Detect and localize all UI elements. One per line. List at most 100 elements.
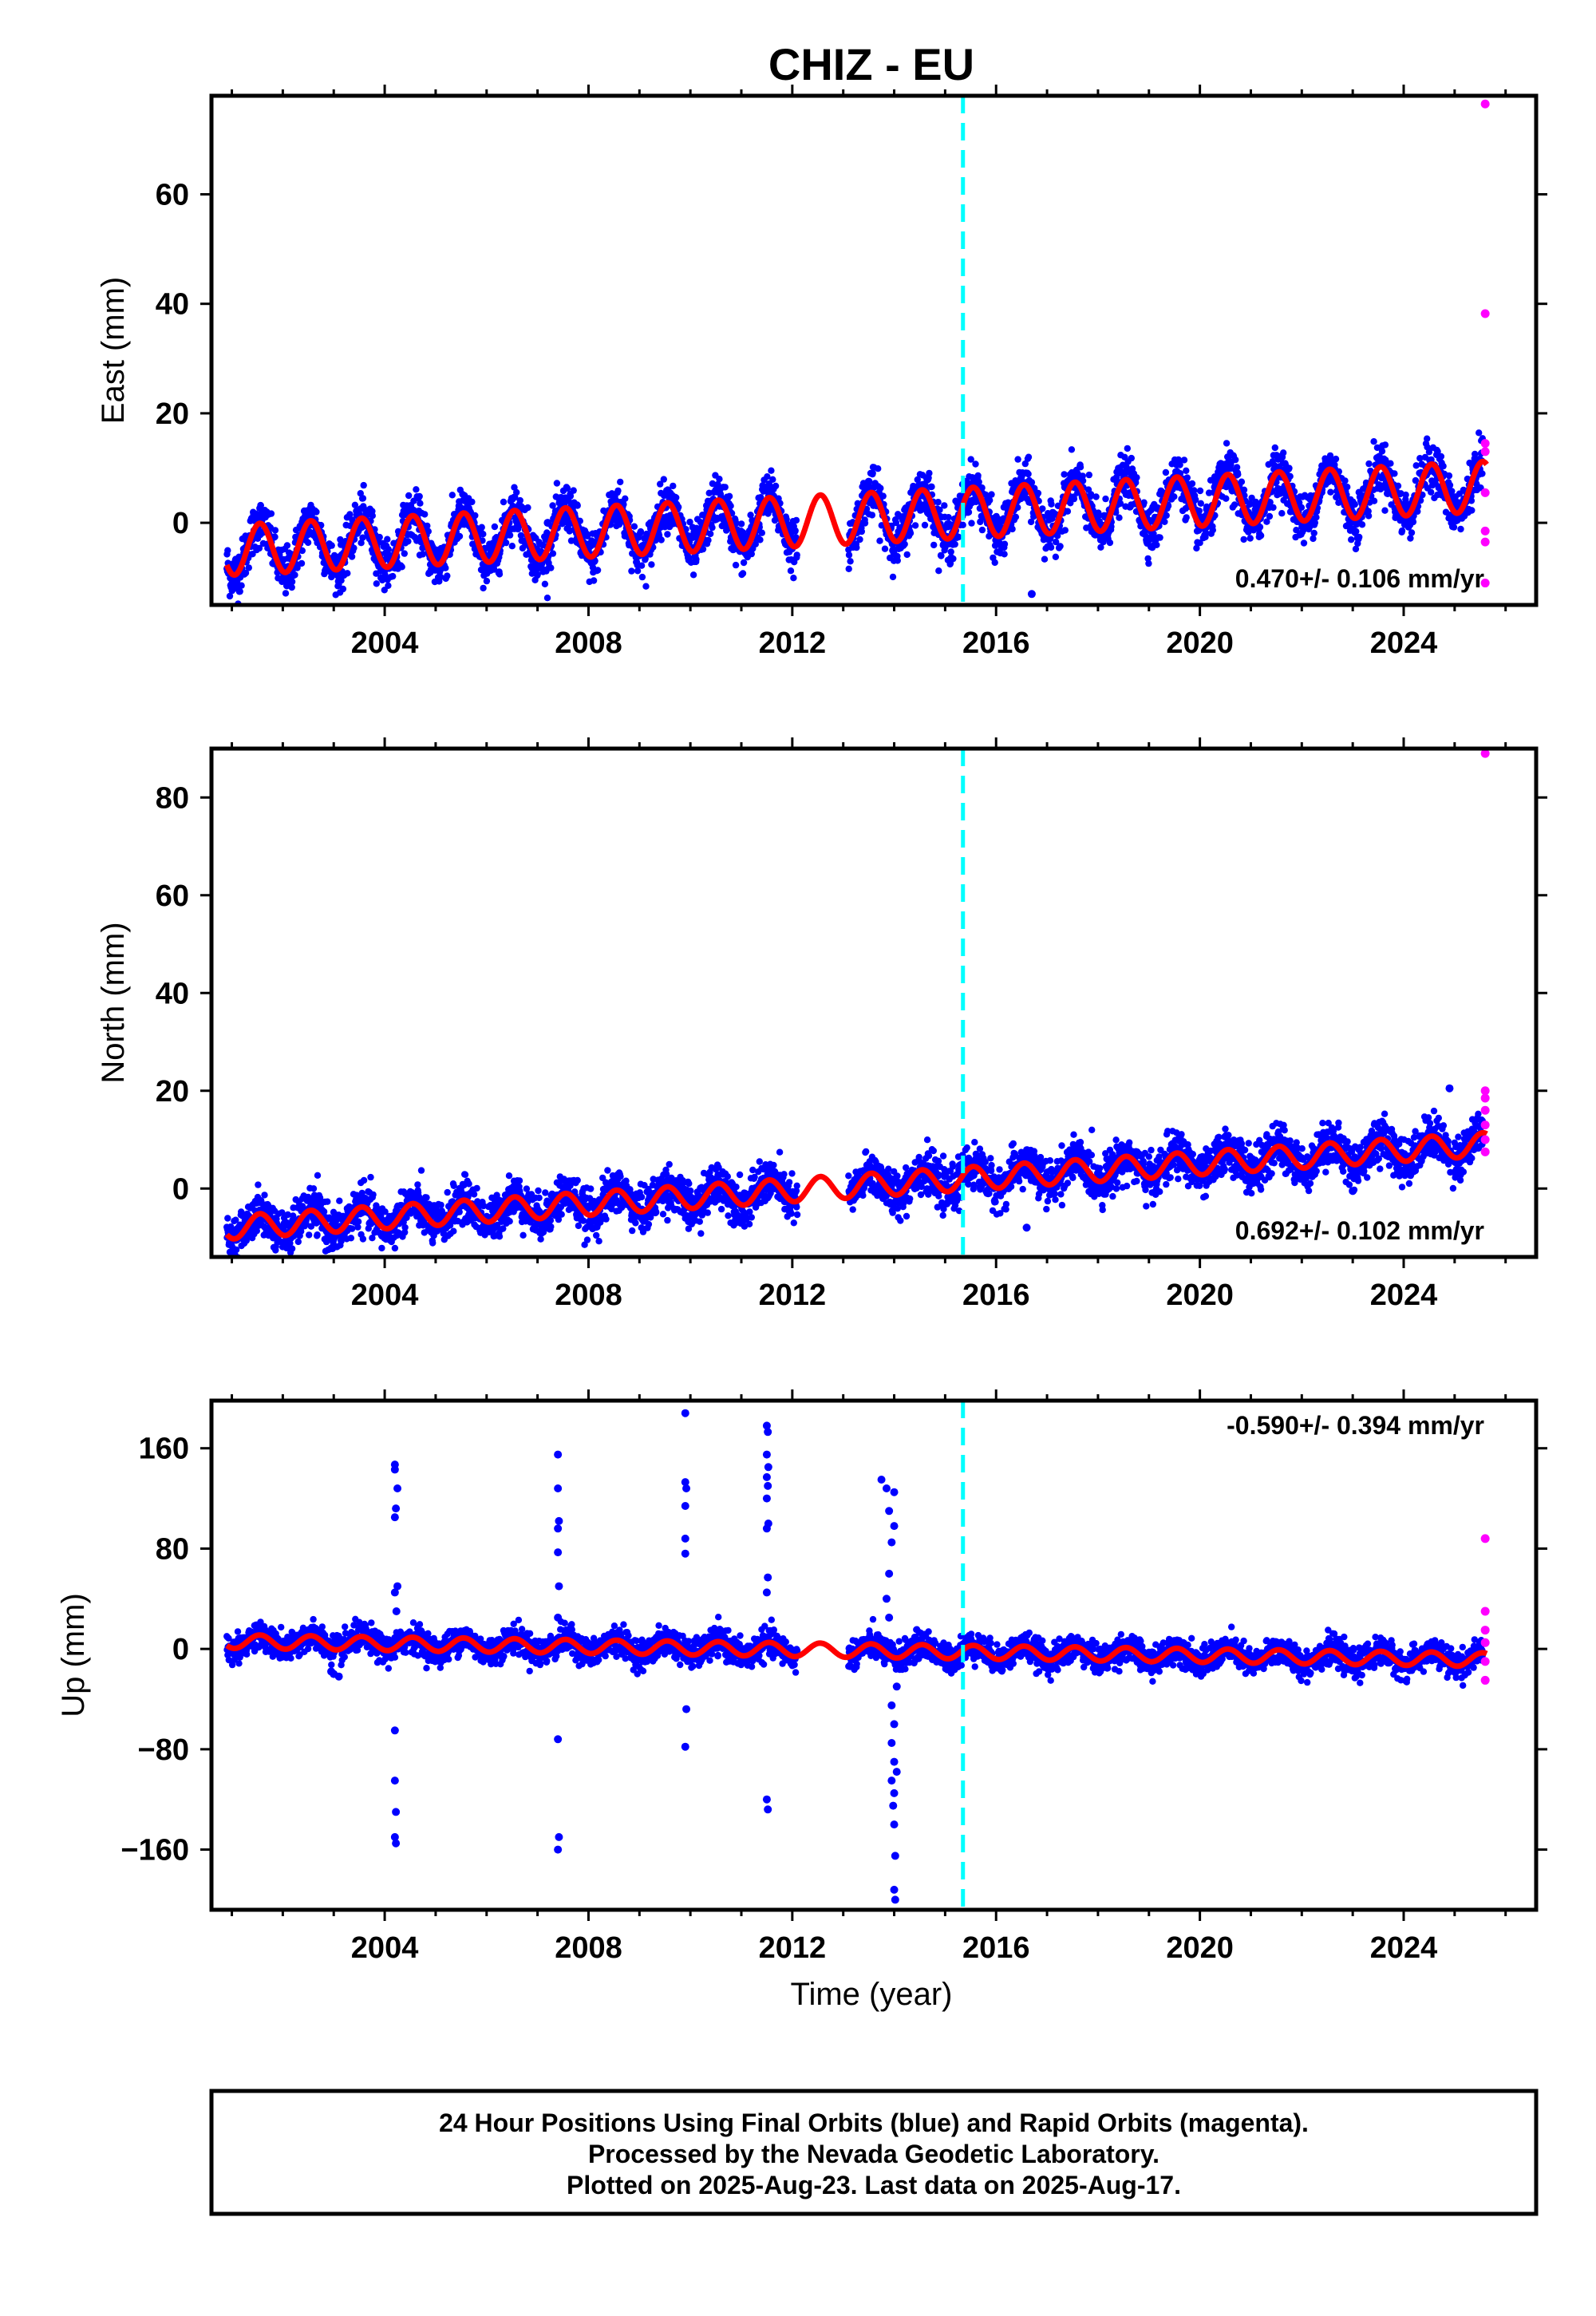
final-orbit-point bbox=[282, 590, 290, 597]
final-orbit-point bbox=[417, 500, 424, 507]
final-orbit-point bbox=[675, 504, 682, 511]
final-orbit-point bbox=[344, 570, 351, 577]
final-orbit-point bbox=[1348, 536, 1355, 543]
final-orbit-point bbox=[480, 531, 487, 538]
final-orbit-point bbox=[505, 1172, 513, 1180]
final-orbit-point bbox=[1232, 456, 1239, 464]
final-orbit-point bbox=[513, 488, 520, 496]
rapid-orbit-point bbox=[1480, 447, 1490, 456]
final-orbit-point bbox=[638, 562, 646, 569]
final-orbit-point bbox=[306, 1231, 313, 1239]
final-orbit-point bbox=[1014, 456, 1021, 463]
final-orbit-point bbox=[1085, 471, 1093, 479]
east-y-axis-label: East (mm) bbox=[96, 277, 131, 424]
final-orbit-point bbox=[450, 1227, 457, 1235]
final-orbit-point bbox=[437, 573, 444, 581]
final-orbit-point bbox=[381, 587, 388, 594]
final-orbit-point bbox=[642, 555, 649, 563]
final-orbit-point bbox=[391, 1244, 399, 1252]
final-orbit-point bbox=[310, 1185, 318, 1192]
final-orbit-point bbox=[359, 534, 366, 541]
final-orbit-point bbox=[868, 512, 876, 519]
final-orbit-point bbox=[758, 529, 765, 536]
y-tick-label: 0 bbox=[172, 507, 189, 540]
final-orbit-point bbox=[413, 486, 420, 493]
final-orbit-point bbox=[1437, 453, 1445, 460]
final-orbit-point bbox=[1381, 441, 1389, 449]
final-orbit-point bbox=[1246, 535, 1254, 542]
east-plot-area bbox=[223, 99, 1490, 605]
final-orbit-point bbox=[1332, 455, 1340, 463]
final-orbit-point bbox=[401, 1223, 409, 1231]
final-orbit-point bbox=[401, 550, 408, 557]
final-orbit-point bbox=[1387, 460, 1394, 467]
final-orbit-point bbox=[705, 536, 712, 544]
final-orbit-point bbox=[1163, 512, 1170, 520]
final-orbit-point bbox=[787, 567, 795, 575]
final-orbit-point bbox=[405, 538, 412, 545]
final-orbit-point bbox=[236, 587, 243, 595]
final-orbit-point bbox=[768, 467, 775, 474]
final-orbit-point bbox=[496, 571, 504, 578]
final-orbit-point bbox=[856, 536, 863, 543]
final-orbit-point bbox=[858, 528, 866, 536]
final-orbit-point bbox=[739, 570, 747, 577]
final-orbit-point bbox=[764, 473, 771, 480]
final-orbit-point bbox=[1402, 491, 1409, 499]
rapid-orbit-point bbox=[1480, 99, 1490, 109]
final-orbit-point bbox=[1047, 543, 1055, 551]
final-orbit-outlier bbox=[543, 519, 552, 528]
final-orbit-point bbox=[567, 492, 575, 500]
final-orbit-point bbox=[563, 484, 571, 492]
final-orbit-point bbox=[1479, 470, 1486, 477]
final-orbit-point bbox=[769, 476, 776, 483]
final-orbit-point bbox=[991, 559, 998, 567]
final-orbit-point bbox=[1448, 488, 1456, 495]
final-orbit-point bbox=[707, 530, 714, 538]
final-orbit-point bbox=[1240, 536, 1247, 543]
final-orbit-point bbox=[1196, 487, 1204, 495]
final-orbit-point bbox=[444, 572, 451, 579]
final-orbit-point bbox=[359, 1235, 367, 1243]
rapid-orbit-point bbox=[1480, 488, 1490, 497]
final-orbit-point bbox=[1358, 521, 1366, 528]
final-orbit-point bbox=[348, 1225, 356, 1232]
final-orbit-point bbox=[1231, 501, 1238, 508]
final-orbit-point bbox=[938, 552, 945, 559]
final-orbit-point bbox=[1077, 464, 1084, 471]
final-orbit-point bbox=[790, 575, 797, 582]
final-orbit-point bbox=[283, 542, 291, 549]
final-orbit-point bbox=[1370, 497, 1378, 504]
final-orbit-point bbox=[1428, 488, 1435, 496]
final-orbit-point bbox=[847, 558, 854, 565]
rapid-orbit-point bbox=[1480, 537, 1490, 547]
final-orbit-point bbox=[972, 460, 979, 468]
final-orbit-point bbox=[747, 512, 754, 519]
final-orbit-point bbox=[490, 566, 498, 573]
final-orbit-point bbox=[1344, 484, 1351, 491]
final-orbit-point bbox=[294, 1238, 302, 1246]
final-orbit-point bbox=[699, 545, 707, 553]
final-orbit-point bbox=[1286, 464, 1293, 472]
final-orbit-point bbox=[1238, 478, 1246, 485]
final-orbit-point bbox=[1468, 507, 1476, 514]
final-orbit-point bbox=[615, 521, 623, 528]
final-orbit-point bbox=[881, 545, 889, 552]
final-orbit-point bbox=[622, 495, 629, 502]
final-orbit-point bbox=[553, 480, 561, 487]
final-orbit-point bbox=[367, 1173, 374, 1181]
final-orbit-point bbox=[417, 1167, 425, 1174]
final-orbit-point bbox=[483, 577, 491, 585]
final-orbit-point bbox=[988, 491, 995, 498]
x-tick-label: 2012 bbox=[759, 626, 827, 660]
final-orbit-point bbox=[398, 563, 405, 571]
final-orbit-point bbox=[384, 536, 391, 543]
final-orbit-point bbox=[1394, 482, 1402, 489]
final-orbit-point bbox=[271, 527, 279, 534]
final-orbit-point bbox=[1106, 539, 1114, 547]
final-orbit-point bbox=[346, 511, 354, 518]
final-orbit-point bbox=[465, 1180, 472, 1188]
x-tick-label: 2016 bbox=[962, 626, 1030, 660]
